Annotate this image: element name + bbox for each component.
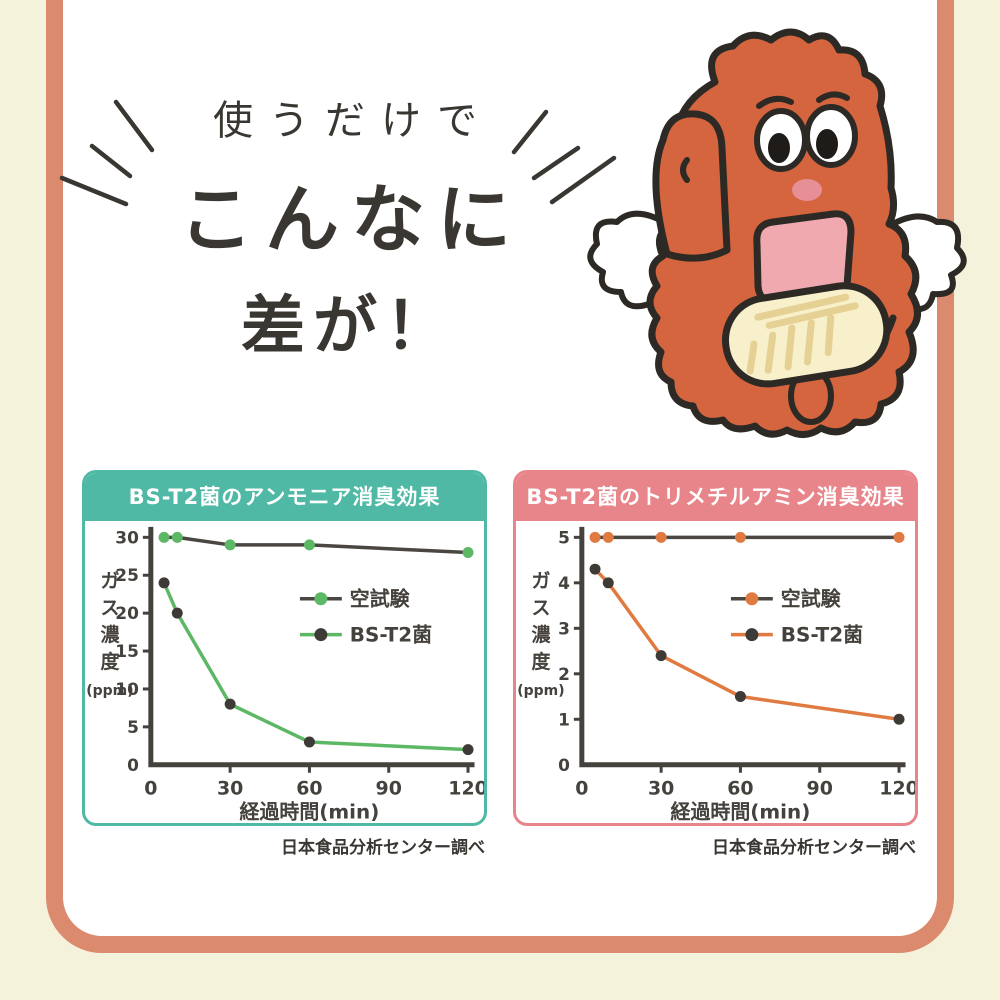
svg-text:0: 0 xyxy=(127,755,139,775)
headline-line-1: 使うだけで xyxy=(213,98,493,144)
ammonia-chart-title: BS-T2菌のアンモニア消臭効果 xyxy=(85,473,484,521)
trimethylamine-chart-column: BS-T2菌のトリメチルアミン消臭効果 0 1 2 3 4 5 0 30 60 90 120 ガス濃度… xyxy=(513,470,918,858)
svg-text:10: 10 xyxy=(115,679,139,699)
svg-text:度: 度 xyxy=(100,650,119,673)
headline: 使うだけで こんなに 差が！ xyxy=(130,88,560,367)
svg-text:4: 4 xyxy=(558,573,570,593)
left-pupil xyxy=(768,133,790,163)
svg-text:ス: ス xyxy=(531,597,550,619)
svg-text:0: 0 xyxy=(575,778,588,800)
mascot-thumb xyxy=(652,110,731,262)
svg-text:経過時間(min): 経過時間(min) xyxy=(240,800,380,823)
svg-text:20: 20 xyxy=(115,603,139,623)
svg-text:25: 25 xyxy=(115,565,139,585)
svg-text:濃: 濃 xyxy=(531,624,551,646)
svg-text:0: 0 xyxy=(144,778,157,800)
svg-text:2: 2 xyxy=(558,664,570,684)
svg-text:5: 5 xyxy=(127,717,139,737)
trimethylamine-chart-plot: 0 1 2 3 4 5 0 30 60 90 120 ガス濃度 (ppm) 経過時間(min) 空試験 BS-… xyxy=(516,521,915,823)
svg-text:(ppm): (ppm) xyxy=(517,683,564,699)
svg-text:5: 5 xyxy=(558,527,570,547)
ammonia-chart-source: 日本食品分析センター調べ xyxy=(281,838,485,858)
mascot-illustration xyxy=(587,28,967,438)
svg-text:120: 120 xyxy=(448,778,484,800)
svg-text:90: 90 xyxy=(376,778,402,800)
svg-text:30: 30 xyxy=(217,778,243,800)
svg-text:空試験: 空試験 xyxy=(350,587,411,611)
left-eyebrow xyxy=(756,95,794,109)
svg-text:15: 15 xyxy=(115,641,139,661)
right-eyebrow xyxy=(816,91,850,103)
svg-text:1: 1 xyxy=(558,709,570,729)
svg-text:120: 120 xyxy=(879,778,915,800)
svg-text:60: 60 xyxy=(727,778,753,800)
headline-line-3: 差が！ xyxy=(241,290,457,364)
svg-text:(ppm): (ppm) xyxy=(86,683,133,699)
svg-text:30: 30 xyxy=(115,527,139,547)
svg-text:30: 30 xyxy=(648,778,674,800)
svg-text:度: 度 xyxy=(531,650,550,673)
svg-text:空試験: 空試験 xyxy=(781,587,842,611)
svg-text:60: 60 xyxy=(296,778,322,800)
svg-text:3: 3 xyxy=(558,618,570,638)
svg-text:経過時間(min): 経過時間(min) xyxy=(671,800,811,823)
svg-text:90: 90 xyxy=(807,778,833,800)
svg-text:BS-T2菌: BS-T2菌 xyxy=(350,623,432,647)
svg-text:濃: 濃 xyxy=(100,624,120,646)
trimethylamine-chart-title: BS-T2菌のトリメチルアミン消臭効果 xyxy=(516,473,915,521)
trimethylamine-chart-card: BS-T2菌のトリメチルアミン消臭効果 0 1 2 3 4 5 0 30 60 90 120 ガス濃度… xyxy=(513,470,918,826)
headline-line-2: こんなに xyxy=(179,177,523,263)
svg-text:ス: ス xyxy=(100,597,119,619)
soap-texture xyxy=(746,293,859,375)
soap xyxy=(721,282,891,388)
trimethylamine-chart-source: 日本食品分析センター調べ xyxy=(712,838,916,858)
ammonia-chart-card: BS-T2菌のアンモニア消臭効果 0 5 10 15 20 25 30 0 30 60 90 120 ガ… xyxy=(82,470,487,826)
svg-text:BS-T2菌: BS-T2菌 xyxy=(781,623,863,647)
right-pupil xyxy=(816,129,838,159)
nose xyxy=(792,179,822,201)
svg-text:ガ: ガ xyxy=(531,570,550,592)
svg-text:0: 0 xyxy=(558,755,570,775)
svg-text:ガ: ガ xyxy=(100,570,119,592)
thumb-crease xyxy=(680,157,690,183)
charts-row: BS-T2菌のアンモニア消臭効果 0 5 10 15 20 25 30 0 30 60 90 120 ガ… xyxy=(82,470,918,858)
ammonia-chart-column: BS-T2菌のアンモニア消臭効果 0 5 10 15 20 25 30 0 30 60 90 120 ガ… xyxy=(82,470,487,858)
ammonia-chart-plot: 0 5 10 15 20 25 30 0 30 60 90 120 ガス濃度 (ppm) 経過時間(min)… xyxy=(85,521,484,823)
